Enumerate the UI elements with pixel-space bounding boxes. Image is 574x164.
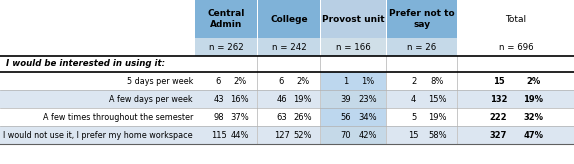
Text: 19%: 19% <box>428 113 447 122</box>
Bar <box>0 0 193 56</box>
Bar <box>458 0 574 38</box>
Bar <box>258 0 320 38</box>
Text: 43: 43 <box>214 94 224 103</box>
Text: 34%: 34% <box>359 113 377 122</box>
Text: 26%: 26% <box>293 113 312 122</box>
Bar <box>0 126 195 144</box>
Text: I would not use it, I prefer my home workspace: I would not use it, I prefer my home wor… <box>3 131 193 140</box>
Text: n = 242: n = 242 <box>272 42 307 51</box>
Bar <box>0 108 195 126</box>
Text: Provost unit: Provost unit <box>322 14 385 23</box>
Text: 5: 5 <box>411 113 416 122</box>
Text: Total: Total <box>506 14 526 23</box>
Text: n = 262: n = 262 <box>208 42 243 51</box>
Text: 46: 46 <box>276 94 287 103</box>
Text: 6: 6 <box>216 76 221 85</box>
Text: 23%: 23% <box>359 94 377 103</box>
Text: n = 26: n = 26 <box>408 42 437 51</box>
Bar <box>458 38 574 56</box>
Text: Central
Admin: Central Admin <box>207 9 245 29</box>
Text: 132: 132 <box>490 94 507 103</box>
Text: A few days per week: A few days per week <box>110 94 193 103</box>
Bar <box>0 72 195 90</box>
Text: 15: 15 <box>408 131 419 140</box>
Text: 44%: 44% <box>230 131 249 140</box>
Bar <box>195 108 257 126</box>
Text: 6: 6 <box>279 76 284 85</box>
Text: 5 days per week: 5 days per week <box>127 76 193 85</box>
Bar <box>321 108 386 126</box>
Bar <box>387 0 457 38</box>
Text: 127: 127 <box>274 131 289 140</box>
Text: 222: 222 <box>490 113 507 122</box>
Text: A few times throughout the semester: A few times throughout the semester <box>42 113 193 122</box>
Bar <box>321 126 386 144</box>
Text: 63: 63 <box>276 113 287 122</box>
Text: 2%: 2% <box>296 76 309 85</box>
Bar <box>321 38 386 56</box>
Text: 58%: 58% <box>428 131 447 140</box>
Text: 19%: 19% <box>523 94 544 103</box>
Text: 19%: 19% <box>293 94 312 103</box>
Text: College: College <box>270 14 308 23</box>
Text: 32%: 32% <box>523 113 544 122</box>
Bar <box>458 108 574 126</box>
Bar <box>195 0 257 38</box>
Bar <box>195 38 257 56</box>
Text: 42%: 42% <box>359 131 377 140</box>
Text: 52%: 52% <box>293 131 312 140</box>
Bar <box>387 38 457 56</box>
Bar <box>258 108 320 126</box>
Bar <box>458 90 574 108</box>
Text: 2%: 2% <box>526 76 541 85</box>
Text: 327: 327 <box>490 131 507 140</box>
Text: 4: 4 <box>411 94 416 103</box>
Text: 1: 1 <box>343 76 348 85</box>
Text: 98: 98 <box>214 113 224 122</box>
Text: 39: 39 <box>340 94 351 103</box>
Bar <box>321 72 386 90</box>
Text: 70: 70 <box>340 131 351 140</box>
Bar <box>0 56 574 72</box>
Text: 2%: 2% <box>233 76 246 85</box>
Bar <box>258 72 320 90</box>
Bar <box>387 72 457 90</box>
Text: 47%: 47% <box>523 131 544 140</box>
Text: n = 166: n = 166 <box>336 42 371 51</box>
Bar <box>387 90 457 108</box>
Text: Prefer not to
say: Prefer not to say <box>389 9 455 29</box>
Bar <box>458 72 574 90</box>
Bar <box>258 126 320 144</box>
Bar <box>258 38 320 56</box>
Text: 1%: 1% <box>361 76 374 85</box>
Bar <box>387 108 457 126</box>
Text: 56: 56 <box>340 113 351 122</box>
Bar <box>387 126 457 144</box>
Text: 8%: 8% <box>430 76 444 85</box>
Text: I would be interested in using it:: I would be interested in using it: <box>6 60 165 69</box>
Text: 37%: 37% <box>230 113 249 122</box>
Text: 15%: 15% <box>428 94 447 103</box>
Bar <box>195 90 257 108</box>
Text: 115: 115 <box>211 131 226 140</box>
Bar <box>0 90 195 108</box>
Bar <box>458 126 574 144</box>
Bar <box>321 0 386 38</box>
Bar <box>321 90 386 108</box>
Text: n = 696: n = 696 <box>499 42 533 51</box>
Bar <box>258 90 320 108</box>
Text: 16%: 16% <box>230 94 249 103</box>
Text: 15: 15 <box>492 76 505 85</box>
Bar <box>195 126 257 144</box>
Text: 2: 2 <box>411 76 416 85</box>
Bar <box>195 72 257 90</box>
